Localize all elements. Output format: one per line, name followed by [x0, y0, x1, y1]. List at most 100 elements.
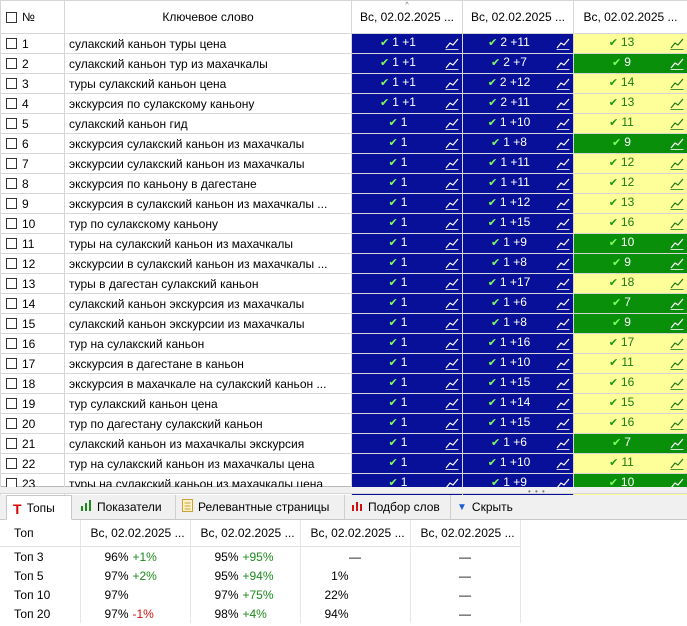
row-checkbox[interactable] [6, 398, 17, 410]
position-cell[interactable]: ✔ 13 [573, 33, 687, 54]
position-cell[interactable]: ✔1 [351, 173, 463, 194]
table-row[interactable]: 11 туры на сулакский каньон из махачкалы ✔… [0, 233, 687, 254]
position-cell[interactable]: ✔1 [351, 393, 463, 414]
row-number-cell[interactable]: 13 [0, 273, 65, 294]
trend-chart-icon[interactable] [445, 357, 459, 370]
keyword-cell[interactable]: тур по дагестану сулакский каньон [64, 413, 352, 434]
keyword-cell[interactable]: тур по сулакскому каньону [64, 213, 352, 234]
row-checkbox[interactable] [6, 418, 17, 430]
position-cell[interactable]: ✔ 1 +10 [462, 113, 574, 134]
date-column-header-3[interactable]: Вс, 02.02.2025 ... [573, 0, 687, 34]
keyword-cell[interactable]: экскурсия сулакский каньон из махачкалы [64, 133, 352, 154]
table-row[interactable]: 8 экскурсия по каньону в дагестане ✔ 1 ✔ 1 +1… [0, 173, 687, 194]
position-cell[interactable]: ✔ 11 [573, 353, 687, 374]
trend-chart-icon[interactable] [670, 57, 684, 70]
table-row[interactable]: 20 тур по дагестану сулакский каньон ✔ 1 ✔ 1 … [0, 413, 687, 434]
row-number-cell[interactable]: 18 [0, 373, 65, 394]
num-column-header[interactable]: № [0, 0, 65, 34]
position-cell[interactable]: ✔1 [351, 193, 463, 214]
trend-chart-icon[interactable] [670, 77, 684, 90]
row-checkbox[interactable] [6, 298, 17, 310]
keyword-cell[interactable]: сулакский каньон тур из махачкалы [64, 53, 352, 74]
trend-chart-icon[interactable] [445, 397, 459, 410]
trend-chart-icon[interactable] [556, 97, 570, 110]
table-row[interactable]: 6 экскурсия сулакский каньон из махачкалы… [0, 133, 687, 154]
trend-chart-icon[interactable] [556, 217, 570, 230]
keyword-cell[interactable]: сулакский каньон из махачкалы экскурсия [64, 433, 352, 454]
keyword-column-header[interactable]: Ключевое слово [64, 0, 352, 34]
position-cell[interactable]: ✔ 1 +1 [351, 33, 463, 54]
trend-chart-icon[interactable] [556, 57, 570, 70]
trend-chart-icon[interactable] [556, 437, 570, 450]
table-row[interactable]: 2 сулакский каньон тур из махачкалы ✔ 1 +1 ✔… [0, 53, 687, 74]
position-cell[interactable]: ✔1 [351, 253, 463, 274]
table-row[interactable]: 15 сулакский каньон экскурсии из махачкал… [0, 313, 687, 334]
tab-metrics[interactable]: Показатели [74, 495, 176, 519]
position-cell[interactable]: ✔ 1 +1 [351, 93, 463, 114]
trend-chart-icon[interactable] [445, 257, 459, 270]
trend-chart-icon[interactable] [445, 37, 459, 50]
keyword-cell[interactable]: экскурсия по сулакскому каньону [64, 93, 352, 114]
row-checkbox[interactable] [6, 98, 17, 110]
position-cell[interactable]: ✔1 [351, 233, 463, 254]
table-row[interactable]: 17 экскурсия в дагестане в каньон ✔ 1 ✔ 1 +10… [0, 353, 687, 374]
position-cell[interactable]: ✔ 13 [573, 93, 687, 114]
position-cell[interactable]: ✔1 +11 [462, 153, 574, 174]
row-number-cell[interactable]: 2 [0, 53, 65, 74]
keyword-cell[interactable]: сулакский каньон гид [64, 113, 352, 134]
row-checkbox[interactable] [6, 358, 17, 370]
row-number-cell[interactable]: 11 [0, 233, 65, 254]
table-row[interactable]: 12 экскурсии в сулакский каньон из махачк… [0, 253, 687, 274]
position-cell[interactable]: ✔ 9 [573, 313, 687, 334]
row-number-cell[interactable]: 8 [0, 173, 65, 194]
position-cell[interactable]: ✔ 13 [573, 193, 687, 214]
position-cell[interactable]: ✔ 1 +10 [462, 353, 574, 374]
position-cell[interactable]: ✔1 [351, 333, 463, 354]
position-cell[interactable]: ✔1 [351, 293, 463, 314]
trend-chart-icon[interactable] [556, 277, 570, 290]
position-cell[interactable]: ✔1 +11 [462, 173, 574, 194]
hide-panel-button[interactable]: ▼ Скрыть [451, 495, 531, 519]
trend-chart-icon[interactable] [670, 257, 684, 270]
position-cell[interactable]: ✔ 16 [573, 413, 687, 434]
position-cell[interactable]: ✔1 [351, 353, 463, 374]
position-cell[interactable]: ✔12 [573, 173, 687, 194]
trend-chart-icon[interactable] [445, 277, 459, 290]
row-number-cell[interactable]: 16 [0, 333, 65, 354]
trend-chart-icon[interactable] [670, 177, 684, 190]
trend-chart-icon[interactable] [445, 137, 459, 150]
position-cell[interactable]: ✔ 14 [573, 73, 687, 94]
table-row[interactable]: 9 экскурсия в сулакский каньон из махачка… [0, 193, 687, 214]
trend-chart-icon[interactable] [445, 77, 459, 90]
trend-chart-icon[interactable] [670, 437, 684, 450]
trend-chart-icon[interactable] [556, 337, 570, 350]
trend-chart-icon[interactable] [670, 97, 684, 110]
trend-chart-icon[interactable] [670, 157, 684, 170]
row-number-cell[interactable]: 21 [0, 433, 65, 454]
row-number-cell[interactable]: 17 [0, 353, 65, 374]
row-checkbox[interactable] [6, 178, 17, 190]
keyword-cell[interactable]: экскурсии сулакский каньон из махачкалы [64, 153, 352, 174]
row-checkbox[interactable] [6, 158, 17, 170]
position-cell[interactable]: ✔1 [351, 153, 463, 174]
table-row[interactable]: 10 тур по сулакскому каньону ✔ 1 ✔ 1 +15 ✔ 16 [0, 213, 687, 234]
table-row[interactable]: 1 сулакский каньон туры цена ✔ 1 +1 ✔ 2 +11 ✔ 1… [0, 33, 687, 54]
trend-chart-icon[interactable] [670, 457, 684, 470]
position-cell[interactable]: ✔ 7 [573, 293, 687, 314]
position-cell[interactable]: ✔ 7 [573, 433, 687, 454]
trend-chart-icon[interactable] [445, 297, 459, 310]
position-cell[interactable]: ✔ 1 +8 [462, 313, 574, 334]
trend-chart-icon[interactable] [556, 37, 570, 50]
trend-chart-icon[interactable] [445, 337, 459, 350]
trend-chart-icon[interactable] [556, 177, 570, 190]
tab-word-selection[interactable]: Подбор слов [345, 495, 451, 519]
trend-chart-icon[interactable] [445, 377, 459, 390]
row-checkbox[interactable] [6, 318, 17, 330]
position-cell[interactable]: ✔1 [351, 413, 463, 434]
trend-chart-icon[interactable] [670, 137, 684, 150]
position-cell[interactable]: ✔ 1 +16 [462, 333, 574, 354]
position-cell[interactable]: ✔1 [351, 113, 463, 134]
trend-chart-icon[interactable] [445, 317, 459, 330]
trend-chart-icon[interactable] [670, 37, 684, 50]
trend-chart-icon[interactable] [556, 297, 570, 310]
